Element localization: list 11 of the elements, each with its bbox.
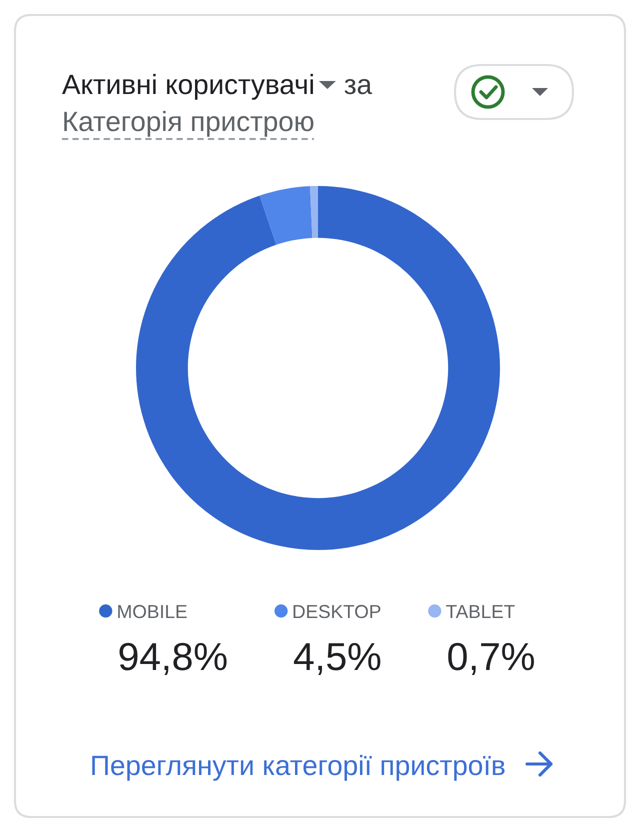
legend-label: MOBILE (118, 604, 187, 618)
donut-slice (260, 186, 312, 245)
text: Переглянути категорії пристроїв (92, 754, 505, 781)
chart-title: Активні користувачі (62, 74, 313, 100)
legend-label: TABLET (446, 605, 515, 618)
data-label: 4,5% (294, 643, 380, 675)
data-label: 94,8% (120, 642, 227, 675)
legend-label: DESKTOP (294, 604, 380, 618)
donut-slice (310, 186, 318, 238)
data-label: 0,7% (448, 642, 534, 675)
donut-slice (136, 186, 500, 550)
